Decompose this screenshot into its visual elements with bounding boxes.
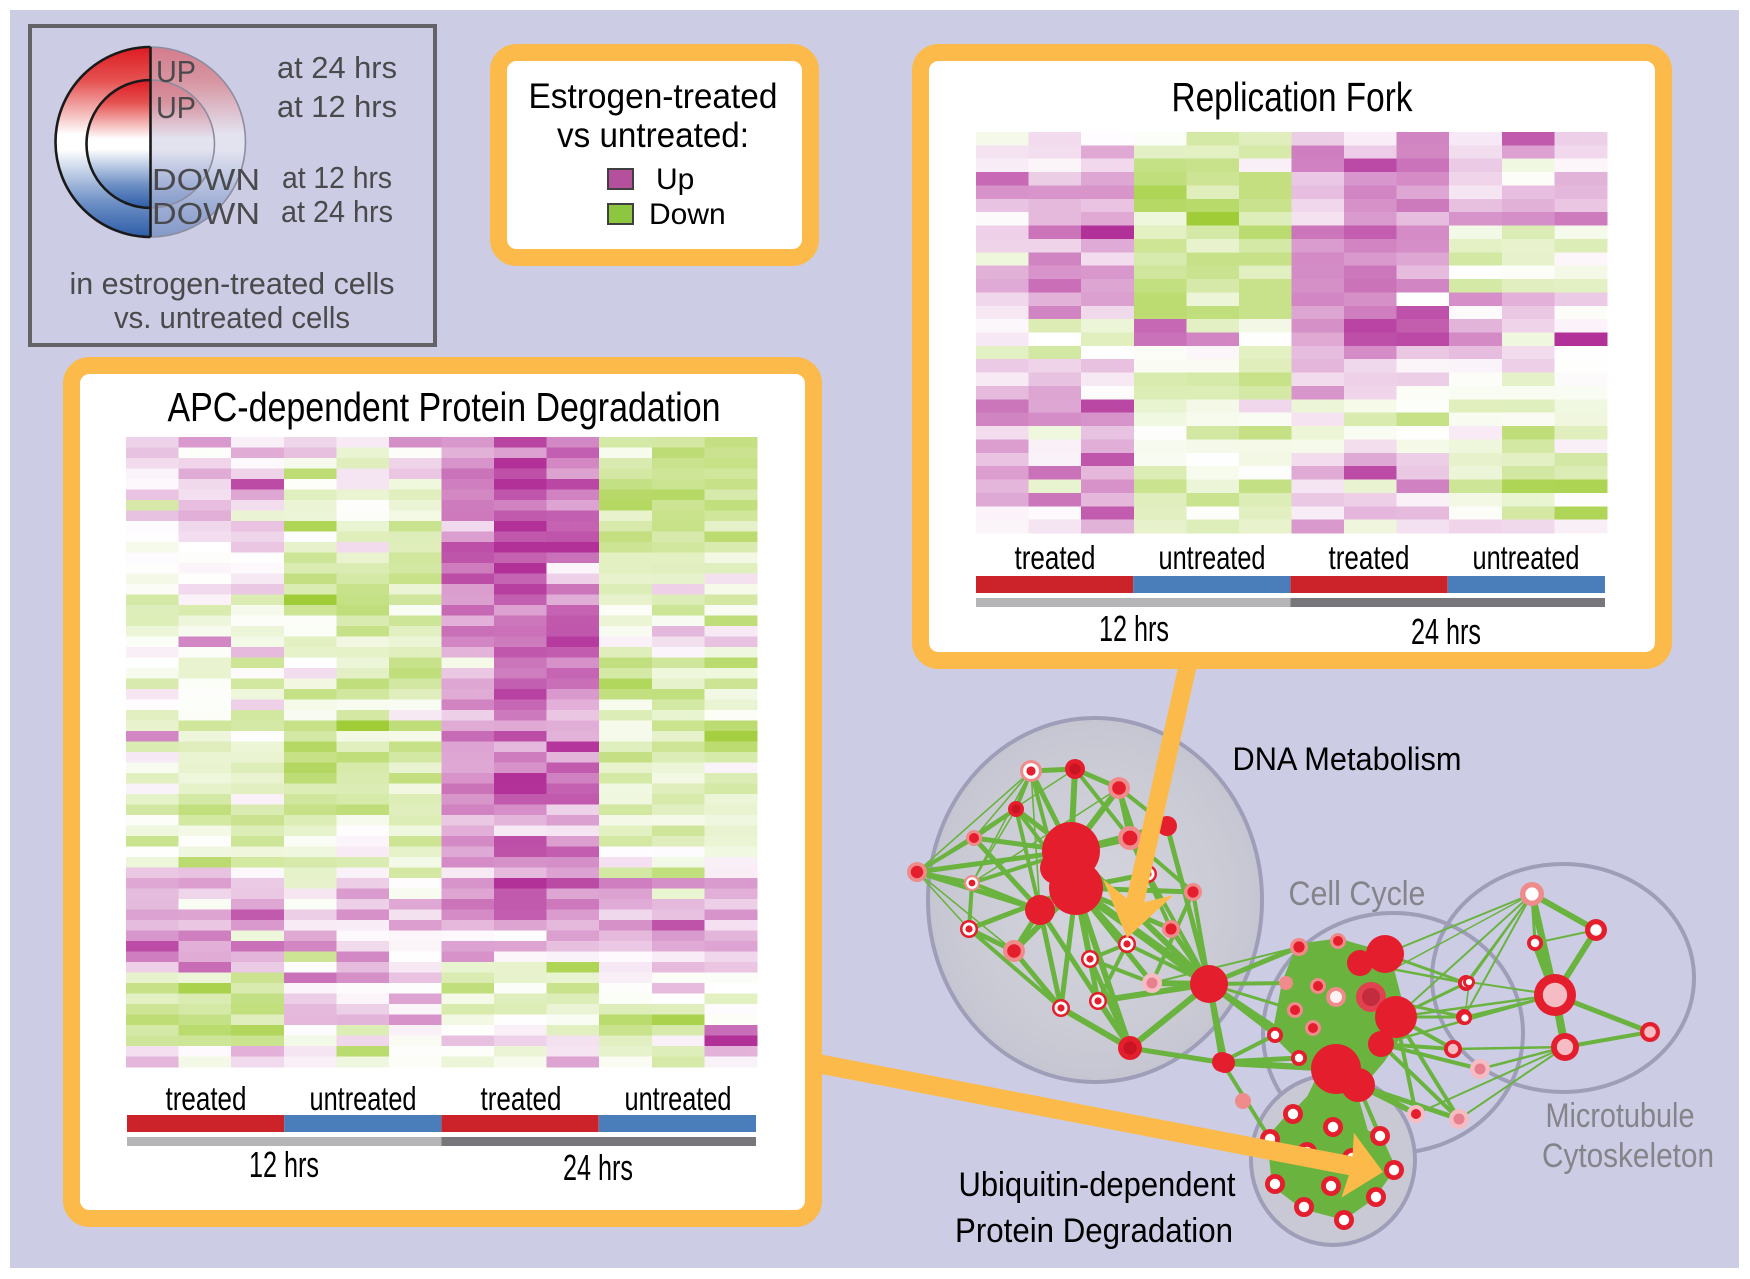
svg-text:Estrogen-treated: Estrogen-treated [529, 77, 778, 116]
svg-text:in estrogen-treated cells: in estrogen-treated cells [70, 266, 395, 301]
svg-text:Up: Up [656, 163, 694, 196]
svg-text:Microtubule: Microtubule [1546, 1097, 1695, 1135]
svg-text:vs untreated:: vs untreated: [557, 116, 749, 155]
svg-text:12 hrs: 12 hrs [1099, 608, 1169, 649]
svg-text:UP: UP [156, 90, 196, 125]
svg-text:24 hrs: 24 hrs [1411, 611, 1481, 652]
svg-text:Cytoskeleton: Cytoskeleton [1542, 1137, 1714, 1175]
svg-text:Protein Degradation: Protein Degradation [955, 1212, 1233, 1250]
svg-text:treated: treated [1329, 539, 1410, 576]
svg-text:at 24 hrs: at 24 hrs [277, 50, 397, 85]
svg-text:at 12 hrs: at 12 hrs [282, 160, 392, 195]
svg-text:untreated: untreated [310, 1080, 417, 1117]
svg-text:treated: treated [481, 1080, 562, 1117]
svg-text:12 hrs: 12 hrs [249, 1144, 319, 1185]
svg-text:treated: treated [166, 1080, 247, 1117]
svg-text:at 12 hrs: at 12 hrs [277, 89, 397, 124]
svg-text:UP: UP [156, 54, 196, 89]
svg-text:24 hrs: 24 hrs [563, 1147, 633, 1188]
svg-text:APC-dependent Protein Degradat: APC-dependent Protein Degradation [168, 384, 721, 430]
svg-text:Replication Fork: Replication Fork [1172, 74, 1413, 120]
svg-text:untreated: untreated [1159, 539, 1266, 576]
svg-text:Down: Down [649, 198, 726, 231]
svg-text:Ubiquitin-dependent: Ubiquitin-dependent [959, 1166, 1237, 1204]
svg-text:vs. untreated cells: vs. untreated cells [114, 300, 350, 335]
svg-text:DOWN: DOWN [152, 162, 260, 197]
svg-text:untreated: untreated [1473, 539, 1580, 576]
svg-text:treated: treated [1015, 539, 1096, 576]
svg-text:untreated: untreated [625, 1080, 732, 1117]
svg-text:DNA Metabolism: DNA Metabolism [1233, 741, 1462, 777]
svg-text:Cell Cycle: Cell Cycle [1289, 875, 1426, 913]
svg-text:DOWN: DOWN [152, 196, 260, 231]
svg-text:at 24 hrs: at 24 hrs [281, 194, 393, 229]
